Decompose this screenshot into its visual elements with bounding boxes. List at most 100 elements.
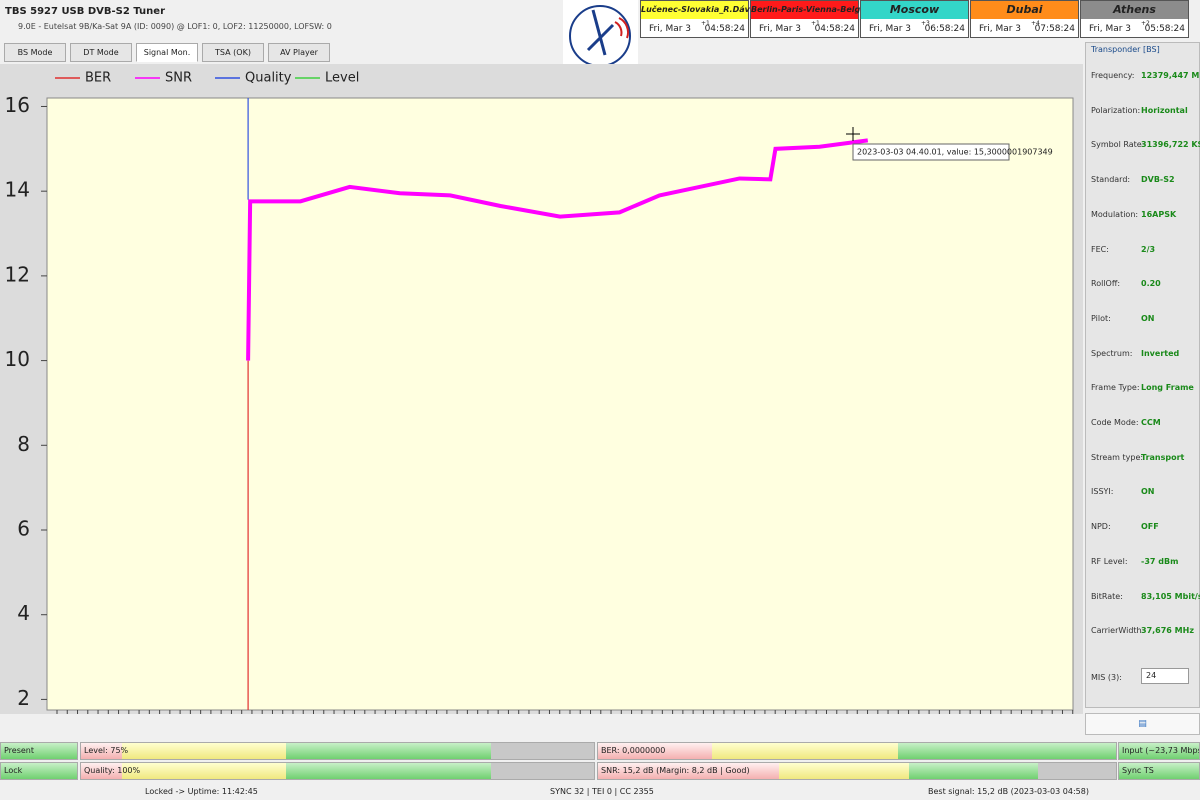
crosshair: [846, 127, 860, 141]
clock-city: Moscow: [861, 1, 968, 19]
meter-segment: [286, 763, 492, 779]
meter-label: BER: 0,0000000: [601, 746, 666, 755]
tab[interactable]: DT Mode: [70, 43, 132, 62]
meter-segment: [81, 763, 123, 779]
clock-time: 05:58:24: [1144, 24, 1185, 34]
meter-segment: [1038, 763, 1116, 779]
meter: [80, 742, 595, 760]
y-tick-label: 16: [5, 93, 30, 117]
clock: Moscow Fri, Mar 3 +3 06:58:24: [860, 0, 969, 38]
field-value: 12379,447 MHz: [1141, 71, 1200, 80]
y-tick-label: 12: [5, 262, 30, 286]
clock: Dubai Fri, Mar 3 +4 07:58:24: [970, 0, 1079, 38]
meter-segment: [908, 763, 1039, 779]
field-value: CCM: [1141, 418, 1161, 427]
status-indicator: Lock: [0, 762, 78, 780]
meter-segment: [598, 743, 712, 759]
meter-segment: [122, 763, 287, 779]
app-subtitle: 9.0E - Eutelsat 9B/Ka-Sat 9A (ID: 0090) …: [18, 22, 332, 31]
field-value: 31396,722 KS/s: [1141, 140, 1200, 150]
meter-segment: [711, 743, 899, 759]
clock-city: Berlin-Paris-Vienna-Belgrade: [751, 1, 881, 19]
meter-label: SNR: 15,2 dB (Margin: 8,2 dB | Good): [601, 766, 750, 775]
field-label: Code Mode:: [1091, 418, 1139, 427]
y-tick-label: 8: [17, 432, 30, 456]
field-label: Symbol Rate:: [1091, 140, 1145, 150]
logo-graphic: [569, 5, 631, 67]
clock-date: Fri, Mar 3: [759, 24, 802, 34]
transponder-panel: Transponder [BS] Frequency: 12379,447 MHz P…: [1085, 42, 1200, 708]
footer-text: Locked -> Uptime: 11:42:45: [145, 787, 258, 796]
field-value: ON: [1141, 313, 1155, 323]
field-value: -37 dBm: [1141, 556, 1179, 566]
field-value: 37,676 MHz: [1141, 626, 1194, 636]
clock-offset: +1: [811, 20, 820, 27]
clock-date: Fri, Mar 3: [649, 24, 692, 34]
clock-city: Athens: [1081, 1, 1188, 19]
meter-segment: [491, 763, 594, 779]
chart: 2 4 6 8 10 12 14 16 BER SNR Quality Level 2023-03-03…: [5, 71, 1074, 714]
clock-offset: +2: [1141, 20, 1150, 27]
field-label: Polarization:: [1091, 105, 1141, 115]
clock-time: 06:58:24: [924, 24, 965, 34]
clock-date: Fri, Mar 3: [1089, 24, 1132, 34]
field-value: Long Frame: [1141, 383, 1194, 393]
y-tick-label: 6: [17, 517, 30, 541]
clock-offset: +3: [921, 20, 930, 27]
meter-segment: [491, 743, 594, 759]
meter-segment: [122, 743, 287, 759]
legend-label: SNR: [165, 71, 192, 86]
field-label: Standard:: [1091, 175, 1131, 185]
y-tick-label: 4: [17, 601, 30, 625]
y-tick-label: 10: [5, 347, 30, 371]
tab[interactable]: BS Mode: [4, 43, 66, 62]
clock-date: Fri, Mar 3: [979, 24, 1022, 34]
y-tick-label: 14: [5, 178, 30, 202]
field-value: Transport: [1141, 452, 1185, 462]
field-label: Frame Type:: [1091, 383, 1140, 393]
y-tick-label: 2: [17, 686, 30, 710]
field-value: 16APSK: [1141, 209, 1177, 219]
meter-segment: [81, 743, 123, 759]
field-label: MIS (3):: [1091, 673, 1122, 682]
meter-label: Level: 75%: [84, 746, 129, 755]
clock-city: Dubai: [971, 1, 1078, 19]
tab[interactable]: TSA (OK): [202, 43, 264, 62]
plot-area: [46, 97, 1074, 711]
clock-time: 07:58:24: [1034, 24, 1075, 34]
field-label: Stream type:: [1091, 452, 1144, 462]
mis-select[interactable]: 24: [1141, 668, 1189, 684]
field-label: CarrierWidth:: [1091, 626, 1145, 636]
meter: [597, 742, 1117, 760]
field-label: BitRate:: [1091, 591, 1123, 601]
field-value: 0.20: [1141, 279, 1161, 289]
tooltip-box: [852, 143, 1010, 161]
clock: Berlin-Paris-Vienna-Belgrade Fri, Mar 3 +1…: [750, 0, 881, 38]
clock-date: Fri, Mar 3: [869, 24, 912, 34]
panel-button[interactable]: ▤: [1085, 713, 1200, 735]
status-indicator: Sync TS: [1118, 762, 1200, 780]
meter-segment: [286, 743, 492, 759]
field-label: Modulation:: [1091, 209, 1139, 219]
field-value: DVB-S2: [1141, 175, 1175, 185]
field-label: NPD:: [1091, 522, 1111, 532]
field-value: OFF: [1141, 522, 1159, 532]
status-indicator: Input (~23,73 Mbps): [1118, 742, 1200, 760]
field-label: Spectrum:: [1091, 348, 1133, 358]
clock: Athens Fri, Mar 3 +2 05:58:24: [1080, 0, 1189, 38]
field-value: Horizontal: [1141, 105, 1188, 115]
field-value: 2/3: [1141, 244, 1156, 254]
field-value: Inverted: [1141, 348, 1180, 358]
clock-offset: +1: [701, 20, 710, 27]
clock-time: 04:58:24: [704, 24, 745, 34]
meter-segment: [779, 763, 909, 779]
clock-time: 04:58:24: [814, 24, 855, 34]
legend-label: Level: [325, 71, 359, 86]
legend-label: BER: [85, 71, 111, 86]
footer-text: SYNC 32 | TEI 0 | CC 2355: [550, 787, 654, 796]
tab[interactable]: AV Player: [268, 43, 330, 62]
field-value: 83,105 Mbit/s: [1141, 591, 1200, 601]
panel-title: Transponder [BS]: [1091, 45, 1160, 54]
tab[interactable]: Signal Mon.: [136, 43, 198, 62]
